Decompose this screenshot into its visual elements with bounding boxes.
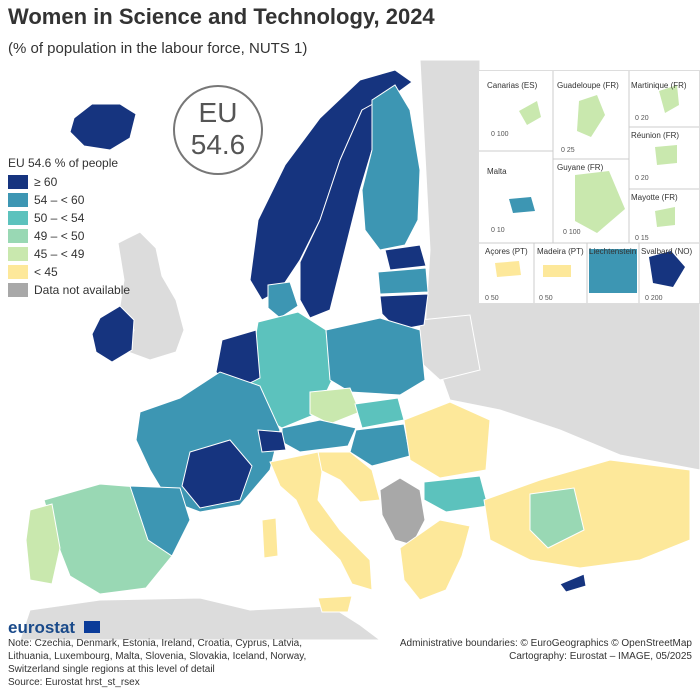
inset-label: Malta (487, 167, 507, 176)
legend-title: EU 54.6 % of people (8, 156, 119, 170)
region-switzerland (257, 429, 287, 453)
credit-cartography: Cartography: Eurostat – IMAGE, 05/2025 (509, 651, 692, 662)
region-sicily (317, 595, 353, 613)
legend-item: ≥ 60 (8, 174, 130, 190)
legend-label: 50 – < 54 (34, 211, 85, 225)
region-greece (399, 519, 471, 601)
inset-label: Martinique (FR) (631, 81, 687, 90)
legend-swatch (8, 283, 28, 297)
region-turkey (483, 459, 691, 569)
inset-lines (479, 71, 699, 303)
map-title: Women in Science and Technology, 2024 (8, 4, 435, 29)
note-line: Note: Czechia, Denmark, Estonia, Ireland… (8, 638, 303, 649)
legend-label: Data not available (34, 283, 131, 297)
credit-boundaries: Administrative boundaries: © EuroGeograp… (399, 638, 692, 649)
inset-scale: 0 15 (635, 235, 649, 242)
inset-scale: 0 50 (485, 295, 499, 302)
inset-label: Mayotte (FR) (631, 193, 678, 202)
legend-items: ≥ 60 54 – < 60 50 – < 54 49 – < 50 45 – < 49… (8, 174, 130, 298)
note-line: Lithuania, Luxembourg, Malta, Slovenia, … (8, 651, 307, 662)
region-czechia (309, 387, 361, 425)
region-portugal (25, 503, 61, 585)
region-hungary (349, 423, 411, 467)
legend-label: 54 – < 60 (34, 193, 85, 207)
inset-scale: 0 100 (563, 229, 581, 236)
inset-scale: 0 20 (635, 115, 649, 122)
footer-credits: Administrative boundaries: © EuroGeograp… (400, 637, 692, 663)
legend-label: 45 – < 49 (34, 247, 85, 261)
eu-average-badge: EU 54.6 (173, 85, 263, 175)
land-north-africa (19, 597, 381, 640)
legend-swatch (8, 193, 28, 207)
inset-label: Réunion (FR) (631, 131, 680, 140)
legend-swatch (8, 265, 28, 279)
legend-swatch (8, 229, 28, 243)
inset-label: Açores (PT) (485, 247, 528, 256)
eu-flag-icon (84, 621, 100, 633)
region-ireland (91, 305, 135, 363)
europe-map (19, 59, 700, 640)
inset-label: Canarias (ES) (487, 81, 538, 90)
eu-badge-value: 54.6 (190, 129, 246, 160)
legend-label: 49 – < 50 (34, 229, 85, 243)
legend-item: < 45 (8, 264, 130, 280)
note-line: Switzerland single regions at this level… (8, 664, 215, 675)
region-finland (361, 84, 421, 251)
legend-label: < 45 (34, 265, 58, 279)
legend-item: Data not available (8, 282, 130, 298)
region-croatia-slovenia (317, 451, 381, 503)
inset-scale: 0 20 (635, 175, 649, 182)
inset-label: Svalbard (NO) (641, 247, 693, 256)
region-france-east (181, 439, 253, 509)
inset-label: Guadeloupe (FR) (557, 81, 619, 90)
footer-note: Note: Czechia, Denmark, Estonia, Ireland… (8, 637, 328, 689)
region-italy (269, 451, 373, 591)
legend-item: 54 – < 60 (8, 192, 130, 208)
eurostat-logo: eurostat (8, 618, 76, 637)
region-poland (325, 317, 426, 396)
region-cyprus (559, 573, 587, 593)
inset-scale: 0 50 (539, 295, 553, 302)
source-line: Source: Eurostat hrst_st_rsex (8, 677, 140, 688)
legend-item: 45 – < 49 (8, 246, 130, 262)
region-turkey-central (529, 487, 585, 549)
legend-item: 49 – < 50 (8, 228, 130, 244)
inset-scale: 0 100 (491, 131, 509, 138)
region-estonia (384, 244, 427, 271)
inset-scale: 0 10 (491, 227, 505, 234)
region-romania (403, 401, 491, 479)
eu-badge-label: EU (198, 97, 238, 128)
region-bulgaria (423, 475, 489, 513)
inset-label: Liechtenstein (589, 247, 637, 256)
region-slovakia (354, 397, 405, 429)
inset-label: Madeira (PT) (537, 247, 584, 256)
inset-label: Guyane (FR) (557, 163, 604, 172)
region-austria (281, 419, 357, 453)
region-iceland (69, 103, 137, 151)
land-balkans-nonEU (379, 477, 426, 546)
region-sweden (299, 99, 381, 319)
region-latvia (377, 267, 429, 295)
legend-swatch (8, 247, 28, 261)
inset-scale: 0 25 (561, 147, 575, 154)
land-belarus-moldova (417, 314, 481, 381)
map-subtitle: (% of population in the labour force, NU… (8, 40, 308, 57)
map-legend: EU 54.6 % of people ≥ 60 54 – < 60 50 – < … (8, 156, 130, 300)
region-sardinia (261, 517, 279, 559)
legend-label: ≥ 60 (34, 175, 58, 189)
inset-scale: 0 200 (645, 295, 663, 302)
inset-panel: Canarias (ES) 0 100 Guadeloupe (FR) 0 25 Mar… (478, 70, 700, 304)
region-denmark (267, 281, 299, 319)
legend-swatch (8, 175, 28, 189)
legend-swatch (8, 211, 28, 225)
legend-item: 50 – < 54 (8, 210, 130, 226)
region-spain-northeast (129, 485, 191, 557)
